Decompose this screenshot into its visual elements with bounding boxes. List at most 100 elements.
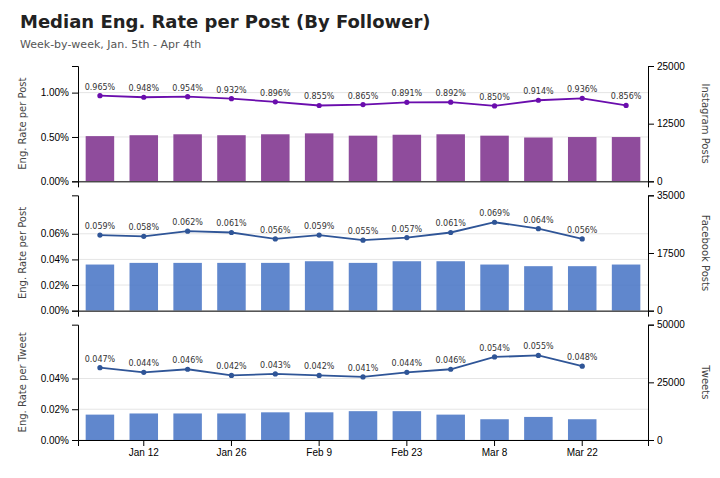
marker bbox=[448, 100, 453, 105]
marker bbox=[185, 94, 190, 99]
markers bbox=[97, 220, 585, 243]
bar bbox=[612, 137, 641, 181]
tick-mark bbox=[72, 259, 78, 260]
marker bbox=[141, 95, 146, 100]
y-axis: 0.00%0.50%1.00% bbox=[41, 67, 79, 188]
marker bbox=[404, 235, 409, 240]
data-label: 0.948% bbox=[129, 84, 160, 93]
marker bbox=[317, 232, 322, 237]
axis-title: Eng. Rate per Post bbox=[17, 207, 28, 299]
tick-label: 0.02% bbox=[41, 404, 69, 415]
bar bbox=[130, 263, 159, 311]
marker bbox=[492, 103, 497, 108]
tick-mark bbox=[648, 124, 654, 125]
data-labels: 0.059%0.058%0.062%0.061%0.056%0.059%0.05… bbox=[85, 209, 598, 236]
data-label: 0.865% bbox=[348, 92, 379, 101]
tick-mark bbox=[648, 195, 654, 196]
data-label: 0.048% bbox=[567, 353, 598, 362]
tick: 0.04% bbox=[41, 373, 78, 384]
tick: Mar 8 bbox=[482, 440, 508, 458]
bar bbox=[261, 263, 290, 311]
marker bbox=[580, 236, 585, 241]
tick-mark bbox=[648, 66, 654, 67]
tick: 17500 bbox=[648, 248, 685, 259]
marker bbox=[185, 229, 190, 234]
data-label: 0.047% bbox=[85, 355, 116, 364]
tick-label: 0.00% bbox=[41, 435, 69, 446]
marker bbox=[97, 365, 102, 370]
tick-mark bbox=[72, 181, 78, 182]
data-label: 0.041% bbox=[348, 364, 379, 373]
axis-title: Eng. Rate per Post bbox=[17, 77, 28, 169]
marker bbox=[273, 371, 278, 376]
data-label: 0.855% bbox=[304, 92, 335, 101]
x-axis: Jan 12Jan 26Feb 9Feb 23Mar 8Mar 22 bbox=[79, 440, 649, 458]
axis-line bbox=[79, 441, 649, 447]
y2-axis: 01250025000 bbox=[648, 61, 685, 187]
bar bbox=[305, 133, 334, 181]
y-axis: 0.00% 0.02% 0.04% bbox=[41, 325, 79, 446]
tick-label: Jan 12 bbox=[129, 447, 159, 458]
line bbox=[100, 355, 582, 377]
tick-mark bbox=[319, 440, 320, 446]
marker bbox=[97, 93, 102, 98]
tick-mark bbox=[72, 409, 78, 410]
tick: Mar 22 bbox=[567, 440, 599, 458]
tick-mark bbox=[143, 440, 144, 446]
data-label: 0.891% bbox=[392, 89, 423, 98]
y2-axis: 02500050000 bbox=[648, 319, 685, 445]
data-label: 0.059% bbox=[85, 222, 116, 231]
bar bbox=[130, 413, 159, 440]
data-label: 0.057% bbox=[392, 225, 423, 234]
axis-line bbox=[72, 67, 79, 182]
marker bbox=[448, 230, 453, 235]
bar bbox=[261, 412, 290, 440]
marker bbox=[448, 367, 453, 372]
bar bbox=[173, 134, 202, 181]
tick: 0.06% bbox=[41, 228, 78, 239]
tick-mark bbox=[648, 325, 654, 326]
plot-area bbox=[86, 93, 641, 181]
bar bbox=[480, 419, 509, 440]
axis-title: Tweets bbox=[700, 364, 711, 399]
marker bbox=[360, 374, 365, 379]
marker bbox=[141, 234, 146, 239]
bar bbox=[217, 413, 246, 440]
tick-label: 25000 bbox=[657, 377, 685, 388]
grid-line bbox=[78, 409, 648, 410]
tick-label: 0 bbox=[657, 305, 663, 316]
bar bbox=[349, 136, 378, 182]
marker bbox=[404, 100, 409, 105]
bar bbox=[524, 266, 553, 310]
data-label: 0.892% bbox=[435, 89, 466, 98]
tick-mark bbox=[231, 440, 232, 446]
data-label: 0.046% bbox=[435, 356, 466, 365]
data-label: 0.042% bbox=[304, 362, 335, 371]
data-label: 0.896% bbox=[260, 89, 291, 98]
tick: 0 bbox=[648, 435, 663, 446]
y-axis: 0.00%0.02%0.04%0.06% bbox=[41, 196, 79, 317]
bar bbox=[524, 138, 553, 182]
data-label: 0.954% bbox=[172, 84, 203, 93]
marker bbox=[273, 99, 278, 104]
tick-label: 0.00% bbox=[41, 305, 69, 316]
tick-label: 0.50% bbox=[41, 132, 69, 143]
marker bbox=[536, 226, 541, 231]
tick: 0.02% bbox=[41, 404, 78, 415]
bar bbox=[393, 261, 422, 310]
grid bbox=[78, 378, 648, 440]
axis-title: Facebook Posts bbox=[700, 215, 711, 291]
data-label: 0.062% bbox=[172, 218, 203, 227]
marker bbox=[229, 230, 234, 235]
bar bbox=[436, 415, 465, 440]
tick-mark bbox=[72, 378, 78, 379]
x-axis bbox=[79, 311, 649, 317]
axis-line bbox=[79, 311, 649, 317]
marker bbox=[623, 103, 628, 108]
tick: 0.50% bbox=[41, 132, 78, 143]
tick: 0.04% bbox=[41, 254, 78, 265]
marker bbox=[492, 354, 497, 359]
tick: 1.00% bbox=[41, 87, 78, 98]
axis-title: Instagram Posts bbox=[700, 84, 711, 164]
axis-line bbox=[72, 196, 79, 311]
